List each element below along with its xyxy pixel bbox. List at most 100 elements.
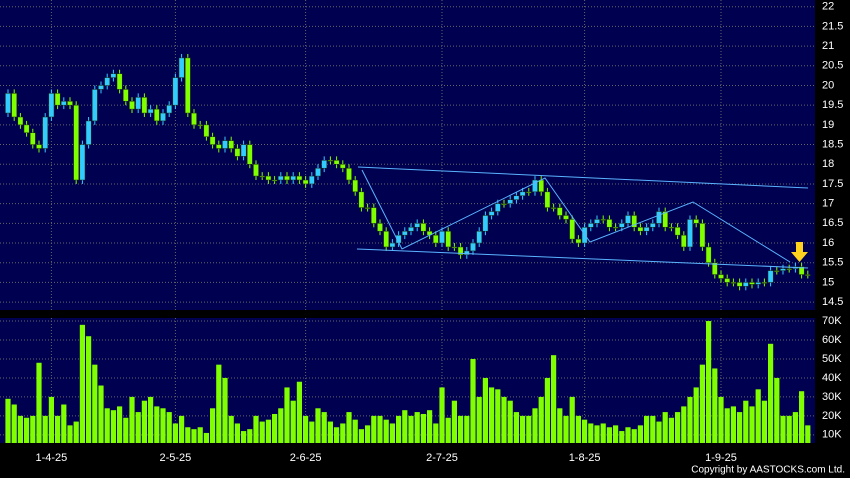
volume-bar (334, 427, 340, 443)
candle-body (358, 191, 365, 208)
volume-bar (160, 408, 166, 443)
volume-bar (79, 324, 85, 443)
candle-body (476, 230, 483, 244)
candle-body (253, 164, 259, 177)
volume-bar (141, 400, 147, 443)
candle-body (680, 234, 687, 248)
candle-body (141, 97, 148, 114)
candle-body (587, 223, 594, 228)
volume-bar (458, 415, 464, 443)
candle-body (773, 270, 780, 272)
candle-body (401, 230, 408, 236)
volume-bar (210, 408, 216, 443)
volume-bar (520, 415, 526, 443)
candle-body (79, 144, 86, 181)
candle-body (42, 116, 49, 149)
volume-bar (278, 408, 284, 443)
candle-body (525, 191, 532, 194)
volume-bar (476, 396, 482, 443)
trendlines (356, 166, 809, 269)
volume-bar (104, 408, 110, 443)
volume-bar (656, 421, 662, 443)
volume-bar (755, 389, 761, 443)
x-tick-label: 1-9-25 (705, 452, 737, 464)
candle-body (104, 77, 111, 86)
candle-body (246, 144, 253, 165)
volume-bar (799, 391, 805, 443)
volume-bar (98, 385, 104, 443)
candle-body (383, 230, 390, 248)
volume-bar (495, 389, 501, 443)
candle-body (519, 191, 526, 197)
volume-bar (662, 412, 668, 443)
volume-bar (61, 404, 67, 443)
candle-body (408, 227, 414, 232)
candle-body (67, 100, 73, 106)
candle-body (637, 227, 644, 232)
y-tick-label: 21.5 (822, 20, 843, 32)
candle-body (668, 227, 675, 229)
candle-body (85, 120, 92, 145)
y2-tick-label: 30K (822, 391, 842, 403)
x-tick-label: 1-4-25 (36, 452, 68, 464)
candle-body (693, 219, 700, 224)
candle-body (724, 278, 731, 283)
volume-bar (73, 421, 79, 443)
volume-bar (185, 427, 191, 443)
volume-bar (191, 429, 197, 443)
volume-bar (383, 419, 389, 443)
trendline (361, 169, 791, 263)
y-tick-label: 20 (822, 79, 834, 91)
candle-body (5, 93, 11, 114)
candle-body (538, 179, 545, 193)
candle-body (321, 160, 328, 169)
volume-bar (17, 415, 23, 443)
volume-bar (296, 381, 302, 443)
y-tick-label: 19.5 (822, 99, 843, 111)
y-tick-label: 21 (822, 40, 834, 52)
volume-bar (619, 431, 625, 443)
volume-bar (377, 415, 383, 443)
y-tick-label: 19 (822, 119, 834, 131)
volume-bar (749, 406, 755, 443)
volume-bar (371, 415, 377, 443)
y-tick-label: 16.5 (822, 217, 843, 229)
volume-bar (805, 425, 811, 443)
candle-body (147, 108, 154, 114)
volume-bar (172, 423, 178, 443)
volume-bar (743, 400, 749, 443)
candle-body (457, 246, 464, 256)
candle-body (569, 219, 576, 240)
candle-body (191, 112, 197, 126)
copyright: Copyright by AASTOCKS.com Ltd. (691, 465, 845, 476)
volume-bar (259, 421, 265, 443)
candle-body (23, 124, 30, 133)
candle-body (29, 132, 36, 145)
y-tick-label: 15.5 (822, 257, 843, 269)
volume-bar (792, 412, 798, 443)
volume-bar (606, 427, 612, 443)
volume-bar (631, 429, 637, 443)
volume-bar (427, 410, 433, 443)
y-tick-label: 17.5 (822, 178, 843, 190)
volume-bar (216, 364, 222, 443)
candle-body (277, 175, 284, 181)
candle-body (463, 250, 470, 256)
volume-bar (650, 415, 656, 443)
volume-bar (501, 396, 507, 443)
candle-body (662, 211, 669, 228)
candle-body (265, 175, 272, 181)
candle-body (184, 57, 191, 114)
candle-body (420, 223, 427, 232)
y-tick-label: 22 (822, 1, 834, 13)
volume-bar (11, 404, 17, 443)
volume-bar (575, 415, 581, 443)
y2-tick-label: 50K (822, 353, 842, 365)
candle-body (346, 167, 352, 181)
volume-bar (451, 400, 457, 443)
candle-body (98, 85, 104, 90)
volume-bar (352, 419, 358, 443)
volume-bar (780, 415, 786, 443)
volume-bar (67, 425, 73, 443)
